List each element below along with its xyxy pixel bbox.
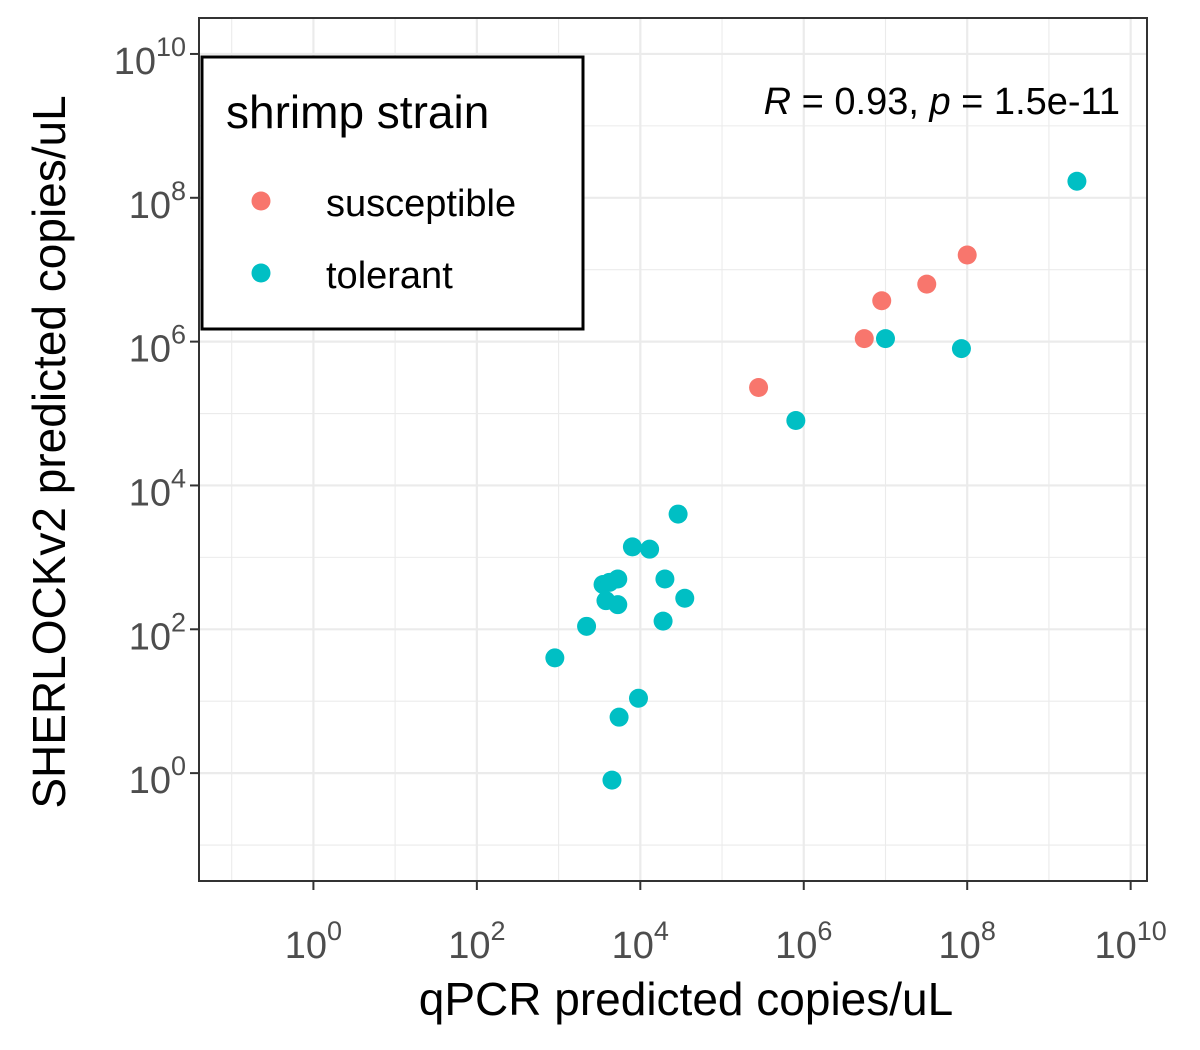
y-axis-label: SHERLOCKv2 predicted copies/uL [23,95,75,808]
data-point-tolerant [1067,171,1087,191]
correlation-annotation: R = 0.93, p = 1.5e-11 [764,81,1120,123]
data-point-tolerant [951,339,971,359]
y-tick-label: 10 [129,760,171,802]
data-point-susceptible [957,245,977,265]
y-tick-exponent: 4 [171,463,186,493]
legend-title: shrimp strain [226,86,489,138]
y-tick-label: 10 [129,472,171,514]
data-point-tolerant [628,688,648,708]
y-tick-label: 10 [129,616,171,658]
data-point-tolerant [609,707,629,727]
x-tick-label: 106 [775,916,832,967]
data-points [545,171,1087,790]
data-point-susceptible [749,378,769,398]
data-point-susceptible [917,274,937,294]
data-point-tolerant [786,411,806,431]
data-point-tolerant [640,539,660,559]
data-point-tolerant [602,770,622,790]
data-point-tolerant [653,611,673,631]
p-symbol: p [928,81,950,123]
y-tick-exponent: 10 [156,32,186,62]
data-point-tolerant [622,537,642,557]
data-point-susceptible [872,291,892,311]
data-point-tolerant [655,569,675,589]
panel-border [198,17,1148,882]
legend-label-susceptible: susceptible [326,183,516,225]
y-tick-exponent: 8 [171,176,186,206]
x-axis-label: qPCR predicted copies/uL [419,973,953,1025]
y-tick-exponent: 6 [171,320,186,350]
y-tick-label: 10 [129,185,171,227]
x-tick-label: 108 [939,916,996,967]
legend: shrimp strain susceptible tolerant [200,55,585,331]
data-point-susceptible [854,329,874,349]
x-tick-label: 102 [448,916,505,967]
r-symbol: R [764,81,791,123]
legend-marker-susceptible [251,191,271,211]
x-tick-label: 100 [285,916,342,967]
data-point-tolerant [545,648,565,668]
r-value: = 0.93, [791,81,929,123]
data-point-tolerant [875,329,895,349]
data-point-tolerant [608,595,628,615]
y-tick-label: 10 [129,329,171,371]
y-tick-label: 10 [114,41,156,83]
x-tick-label: 104 [612,916,669,967]
x-axis-ticks: 100 102 104 106 108 1010 [285,881,1167,967]
y-tick-exponent: 0 [171,751,186,781]
data-point-tolerant [608,569,628,589]
data-point-tolerant [577,616,597,636]
data-point-tolerant [668,504,688,524]
legend-marker-tolerant [251,263,271,283]
y-tick-exponent: 2 [171,607,186,637]
data-point-tolerant [675,588,695,608]
legend-label-tolerant: tolerant [326,255,453,297]
p-value: = 1.5e-11 [951,81,1120,123]
x-tick-label: 1010 [1094,916,1166,967]
